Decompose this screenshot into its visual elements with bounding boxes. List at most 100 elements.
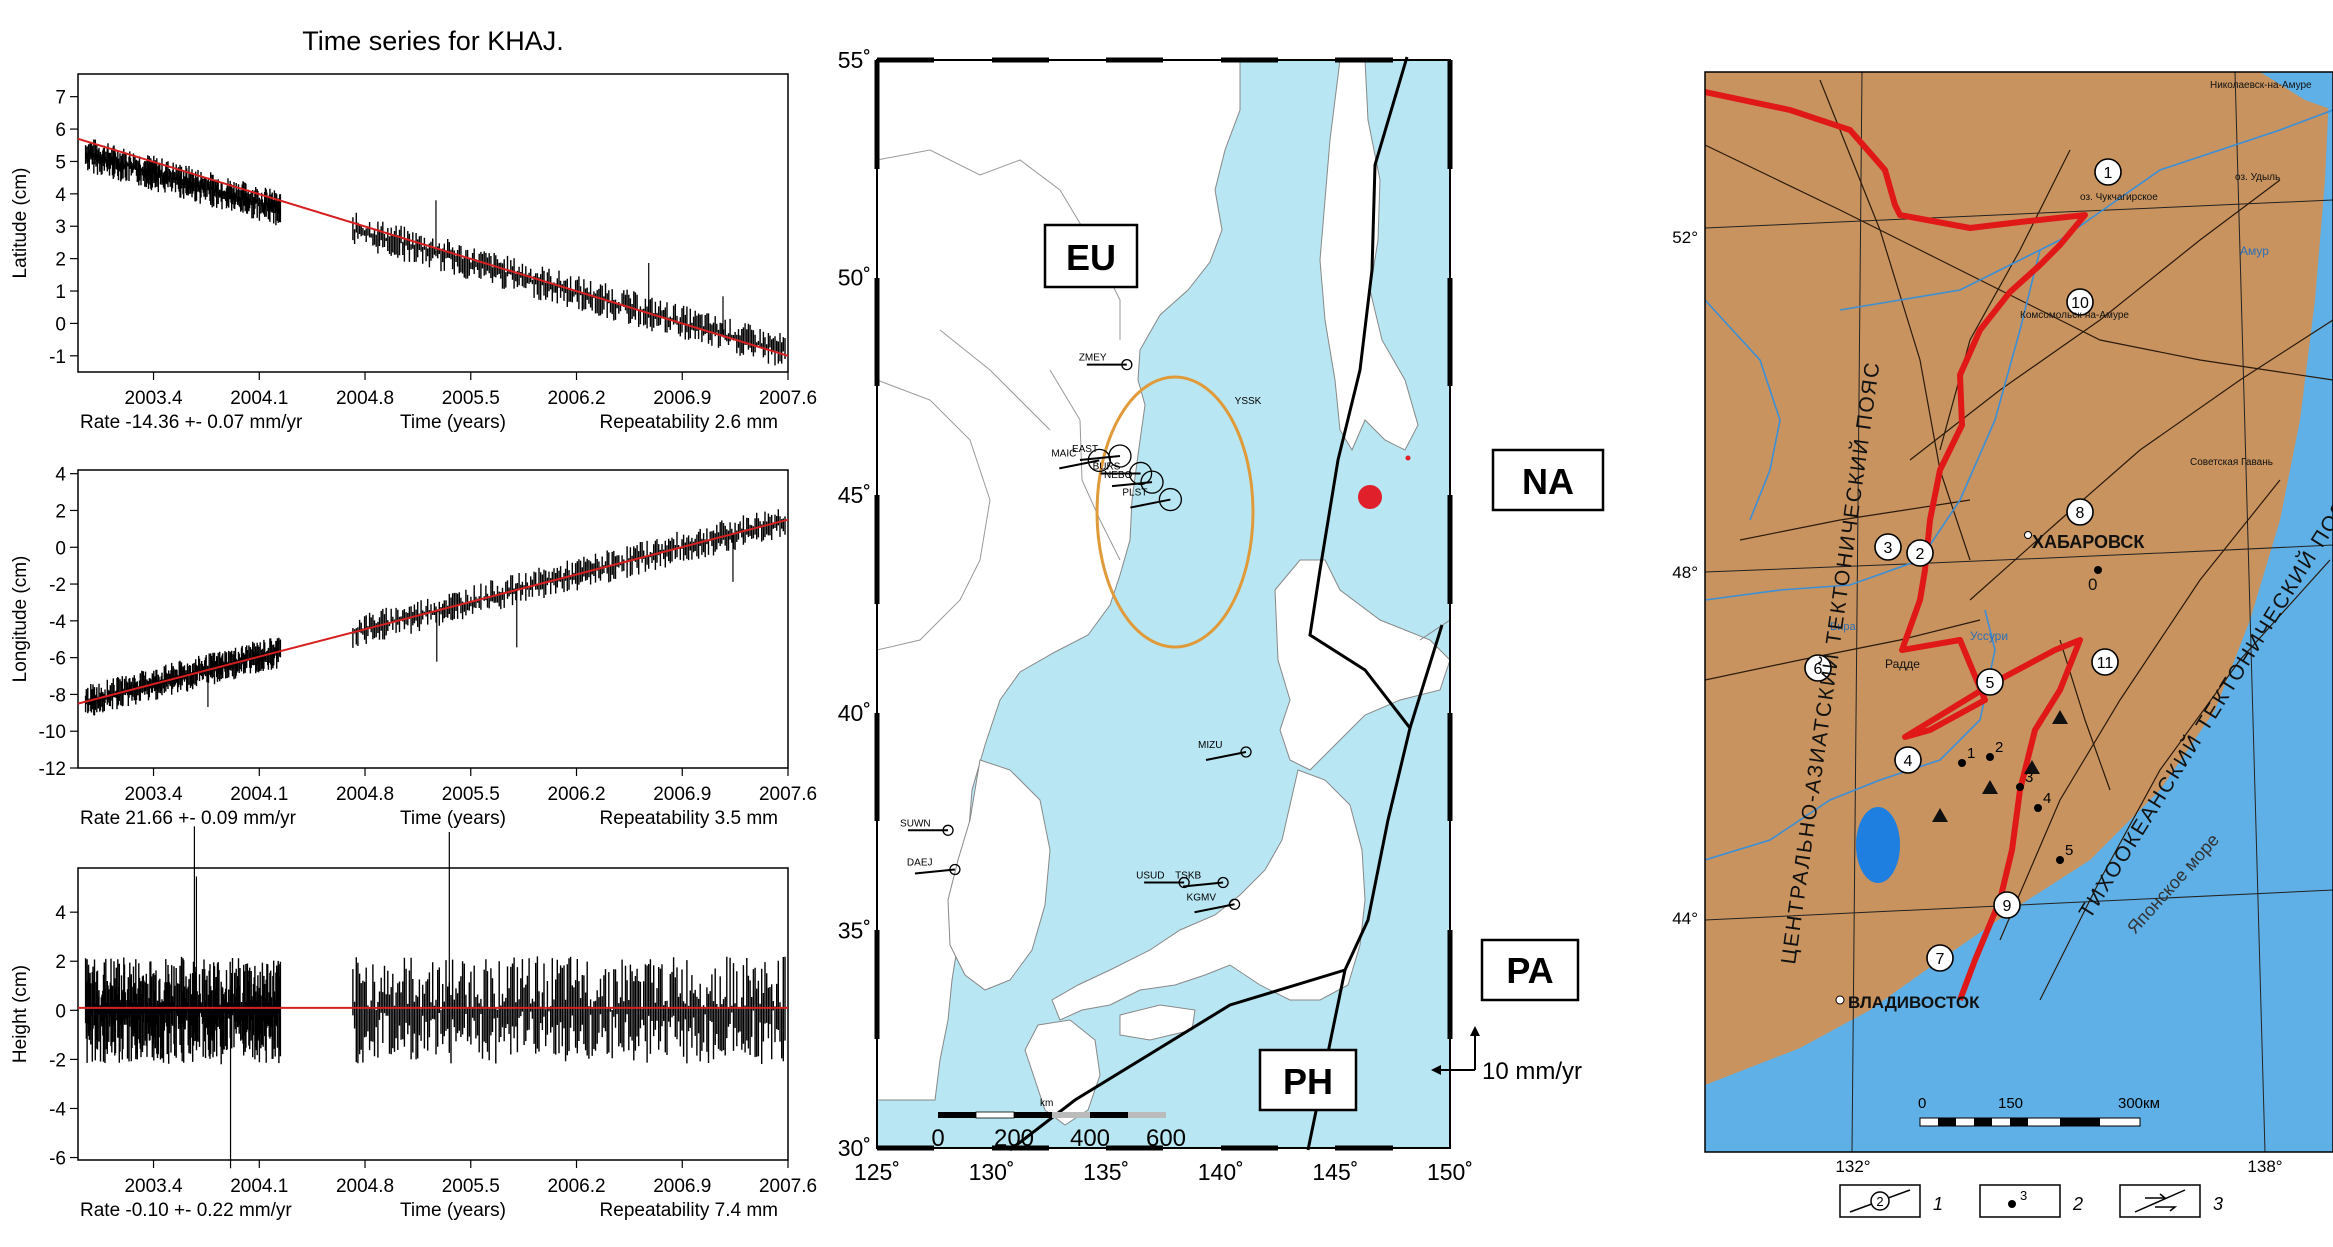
y-tick-label: -2 [49,575,66,596]
velocity-scale-label: 10 mm/yr [1482,1058,1582,1085]
khabarovsk-marker [2024,531,2032,539]
hokkaido-island [1274,559,1450,771]
chukchagir-label: оз. Чукчагирское [2080,192,2158,203]
point-2: 2 [1986,739,2003,761]
svg-text:48°: 48° [1672,563,1698,582]
svg-text:EU: EU [1066,237,1116,278]
point-number: 3 [2025,769,2033,786]
svg-text:PH: PH [1283,1061,1333,1102]
lon-tick-label: 145˚ [1312,1159,1358,1185]
circle-marker-number: 5 [1986,675,1995,692]
amur-label: Амур [2240,244,2269,258]
lat-tick-label: 35˚ [838,917,871,943]
series-noise-1 [84,956,282,1065]
circle-marker-number: 10 [2071,295,2089,312]
x-tick-label: 2005.5 [442,388,500,409]
khabarovsk-label: ХАБАРОВСК [2032,532,2145,552]
circle-marker-number: 4 [1904,753,1913,770]
svg-text:400: 400 [1070,1125,1110,1152]
x-tick-label: 2003.4 [124,1176,183,1197]
trend-line [77,137,789,357]
sakhalin-island [1319,60,1419,452]
error-ellipse [1121,358,1133,371]
x-axis-label: Time (years) [400,412,506,433]
svg-text:52°: 52° [1672,228,1698,247]
station-kgmv: KGMV [1187,892,1241,914]
station-suwn: SUWN [900,818,954,836]
lat-tick-label: 45˚ [838,482,871,508]
velocity-arrow [1194,903,1235,914]
y-tick-label: -10 [39,722,66,743]
station-label: ZMEY [1079,353,1107,364]
vladivostok-label: ВЛАДИВОСТОК [1848,993,1980,1012]
svg-text:600: 600 [1146,1125,1186,1152]
station-label: YSSK [1235,396,1262,407]
y-tick-label: 6 [55,120,66,141]
station-label: TSKB [1175,871,1201,882]
circle-marker-ring [2091,648,2119,676]
station-label: USUD [1136,871,1164,882]
station-label: DAEJ [907,857,933,868]
svg-text:NA: NA [1522,461,1574,502]
x-tick-label: 2006.2 [547,1176,605,1197]
ussuri-label: Уссури [1970,629,2008,643]
error-ellipse [1128,461,1153,486]
circle-marker-ring [1906,539,1934,567]
svg-text:200: 200 [994,1125,1034,1152]
x-tick-label: 2004.1 [230,388,288,409]
rate-label: Rate 21.66 +- 0.09 mm/yr [80,808,297,829]
velocity-arrow [1130,498,1171,509]
map-axes: 125˚ 130˚ 135˚ 140˚ 145˚ 150˚ 55˚ 50˚ 45˚ 40˚ 35˚ 3… [838,47,1473,1185]
point-dot [2056,856,2064,864]
x-tick-label: 2006.2 [547,388,605,409]
tectonic-map-frame [1704,71,2333,1153]
repeatability-label: Repeatability 7.4 mm [600,1200,778,1221]
point-dot [1986,753,1994,761]
svg-text:2: 2 [2072,1194,2083,1214]
point-5: 5 [2056,842,2073,864]
x-tick-label: 2004.8 [336,784,394,805]
circle-marker-number: 8 [2076,505,2085,522]
komsomolsk-label: Комсомольск-на-Амуре [2020,310,2129,321]
svg-text:km: km [1040,1098,1053,1109]
rate-label: Rate -14.36 +- 0.07 mm/yr [80,412,303,433]
map-frame-dashes [874,57,1453,1151]
circle-marker-ring [1926,944,1954,972]
lon-tick-label: 140˚ [1198,1159,1244,1185]
lat-tick-label: 55˚ [838,47,871,73]
circle-marker-7: 7 [1926,944,1954,972]
point-number: 2 [1995,739,2003,756]
station-zmey: ZMEY [1079,353,1133,371]
point-dot [1958,759,1966,767]
circle-marker-5: 5 [1976,668,2004,696]
zero-label: 0 [2088,575,2097,594]
x-tick-label: 2007.6 [759,784,817,805]
circle-marker-6: 6 [1804,654,1832,682]
sea-north [2260,72,2333,110]
station-burs: BURS [1093,461,1153,486]
svg-text:3: 3 [2213,1194,2223,1214]
circle-marker-ring [1993,891,2021,919]
point-dot [2016,783,2024,791]
lon-tick-label: 135˚ [1083,1159,1129,1185]
station-label: MAIC [1051,448,1076,459]
svg-text:3: 3 [2020,1188,2027,1203]
error-ellipse [1178,876,1190,889]
chart-title: Time series for KHAJ. [302,26,564,56]
x-tick-label: 2006.9 [653,1176,711,1197]
error-ellipse [1217,876,1229,889]
error-ellipse [1140,470,1164,494]
gps-velocity-map: 125˚ 130˚ 135˚ 140˚ 145˚ 150˚ 55˚ 50˚ 45˚ 40˚ 35˚ 3… [838,47,1605,1185]
point-1: 1 [1958,745,1975,767]
x-axis-label: Time (years) [400,808,506,829]
station-plst: PLST [1122,488,1183,512]
circle-marker-number: 1 [2104,165,2113,182]
velocity-arrow [1182,881,1224,888]
svg-text:132°: 132° [1835,1157,1870,1176]
y-tick-label: -1 [49,347,66,368]
y-tick-label: 7 [55,88,66,109]
lat-tick-label: 50˚ [838,265,871,291]
circle-marker-4: 4 [1894,746,1922,774]
study-area-ellipse [1095,375,1255,649]
x-tick-label: 2004.8 [336,1176,394,1197]
